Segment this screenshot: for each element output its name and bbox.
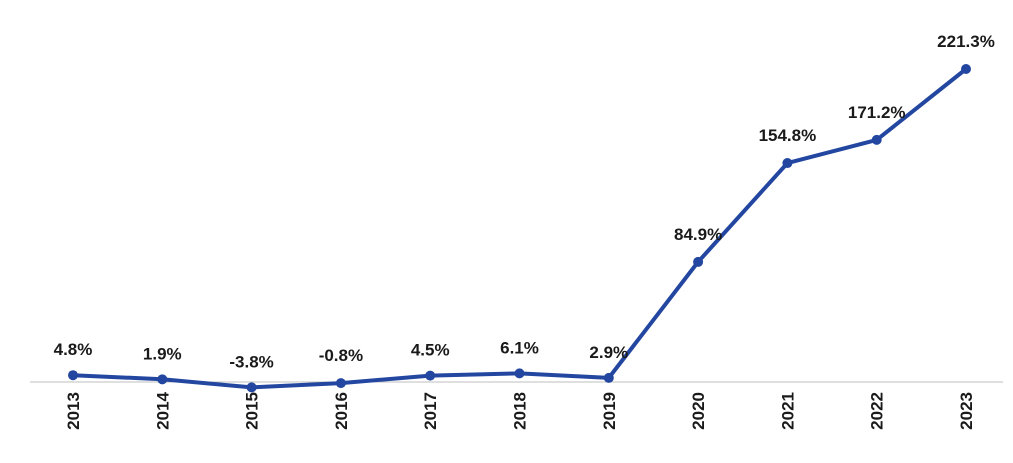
data-label-2013: 4.8% (54, 340, 93, 359)
data-label-2023: 221.3% (937, 32, 995, 51)
x-tick-2023: 2023 (957, 392, 976, 430)
x-tick-2020: 2020 (689, 392, 708, 430)
data-point-2018 (514, 368, 525, 379)
x-tick-2017: 2017 (421, 392, 440, 430)
data-labels: 4.8% 1.9% -3.8% -0.8% 4.5% 6.1% 2.9% 84.9% 154.8… (54, 32, 995, 371)
data-label-2018: 6.1% (500, 338, 539, 357)
data-label-2019: 2.9% (589, 343, 628, 362)
x-tick-2018: 2018 (511, 392, 530, 430)
data-point-2022 (871, 134, 882, 145)
data-point-2023 (961, 64, 971, 74)
data-label-2015: -3.8% (229, 352, 273, 371)
data-point-2020 (693, 256, 704, 267)
x-tick-2014: 2014 (153, 391, 172, 429)
data-point-2015 (246, 382, 257, 393)
data-point-2017 (425, 370, 436, 381)
data-points (68, 64, 971, 393)
data-point-2016 (335, 378, 346, 389)
x-tick-2021: 2021 (778, 392, 797, 430)
x-tick-labels: 2013 2014 2015 2016 2017 2018 2019 2020 2021 2022… (64, 391, 976, 429)
data-point-2014 (157, 374, 168, 385)
x-tick-2016: 2016 (332, 392, 351, 430)
x-tick-2013: 2013 (64, 392, 83, 430)
data-label-2017: 4.5% (411, 341, 450, 360)
data-label-2014: 1.9% (143, 344, 182, 363)
x-tick-2022: 2022 (868, 392, 887, 430)
data-label-2016: -0.8% (319, 346, 363, 365)
data-point-2013 (68, 370, 78, 381)
data-point-2021 (782, 158, 793, 169)
data-label-2022: 171.2% (848, 103, 906, 122)
x-tick-2019: 2019 (600, 392, 619, 430)
data-point-2019 (603, 372, 614, 383)
x-tick-2015: 2015 (243, 392, 262, 430)
data-label-2021: 154.8% (759, 126, 817, 145)
data-label-2020: 84.9% (674, 225, 722, 244)
